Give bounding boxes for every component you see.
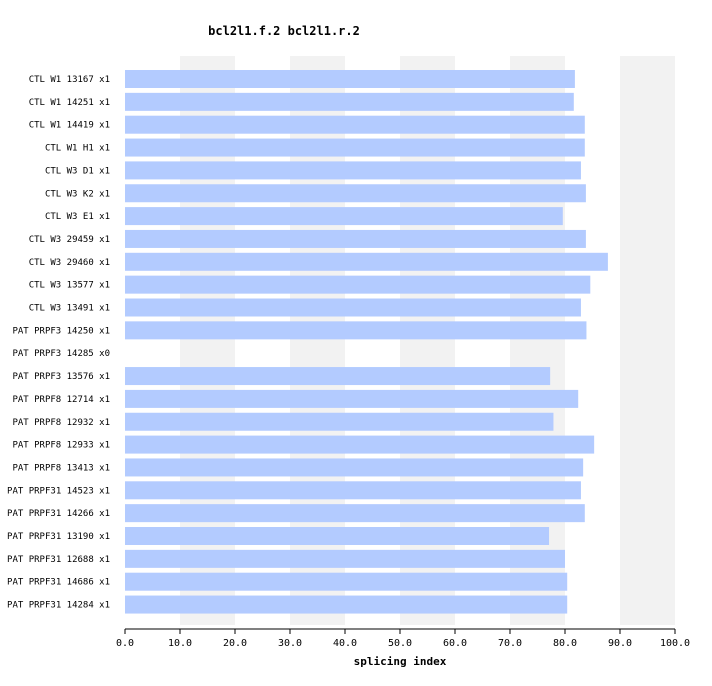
category-label: PAT PRPF8 12714 x1 xyxy=(12,395,110,405)
category-label: CTL W1 13167 x1 xyxy=(29,75,110,85)
bar xyxy=(125,595,568,614)
bar xyxy=(125,572,568,591)
category-label: PAT PRPF8 12932 x1 xyxy=(12,418,110,428)
category-label: CTL W3 29460 x1 xyxy=(29,258,110,268)
bar xyxy=(125,504,585,523)
bar xyxy=(125,435,595,454)
bar xyxy=(125,481,581,500)
bars xyxy=(125,70,608,614)
category-label: CTL W3 13577 x1 xyxy=(29,281,110,291)
bar xyxy=(125,252,608,271)
bar xyxy=(125,161,581,180)
x-ticks: 0.0 10.0 20.0 30.0 40.0 50.0 60.0 70.0 80.0 90.0 1… xyxy=(116,629,690,649)
x-tick-label: 20.0 xyxy=(223,638,247,649)
bar xyxy=(125,298,581,317)
category-label: PAT PRPF31 14266 x1 xyxy=(7,509,110,519)
category-label: PAT PRPF31 14284 x1 xyxy=(7,601,110,611)
bar xyxy=(125,70,575,88)
category-label: PAT PRPF31 13190 x1 xyxy=(7,532,110,542)
bar xyxy=(125,229,586,248)
bar xyxy=(125,184,586,203)
x-tick-label: 60.0 xyxy=(443,638,467,649)
category-label: PAT PRPF31 14686 x1 xyxy=(7,578,110,588)
x-tick-label: 0.0 xyxy=(116,638,134,649)
category-label: PAT PRPF3 14285 x0 xyxy=(12,349,110,359)
bar xyxy=(125,138,585,157)
category-label: CTL W3 E1 x1 xyxy=(45,212,110,222)
chart-title: bcl2l1.f.2 bcl2l1.r.2 xyxy=(208,24,360,38)
x-tick-label: 90.0 xyxy=(608,638,632,649)
bar xyxy=(125,92,574,111)
bar xyxy=(125,321,587,340)
x-tick-label: 100.0 xyxy=(660,638,690,649)
category-label: PAT PRPF3 14250 x1 xyxy=(12,326,110,336)
category-label: PAT PRPF8 12933 x1 xyxy=(12,441,110,451)
bar xyxy=(125,412,554,431)
bar xyxy=(125,527,550,545)
category-label: PAT PRPF31 12688 x1 xyxy=(7,555,110,565)
category-label: CTL W1 H1 x1 xyxy=(45,144,110,154)
bar xyxy=(125,367,551,386)
bar xyxy=(125,458,584,477)
category-label: CTL W3 29459 x1 xyxy=(29,235,110,245)
bar xyxy=(125,549,565,568)
category-label: CTL W3 D1 x1 xyxy=(45,166,110,176)
category-label: PAT PRPF3 13576 x1 xyxy=(12,372,110,382)
category-label: PAT PRPF8 13413 x1 xyxy=(12,463,110,473)
bar xyxy=(125,207,563,226)
category-labels: CTL W1 13167 x1 CTL W1 14251 x1 CTL W1 144… xyxy=(7,75,110,611)
bar xyxy=(125,275,591,294)
x-axis-label: splicing index xyxy=(354,655,447,668)
x-tick-label: 10.0 xyxy=(168,638,192,649)
grid-band xyxy=(620,56,675,625)
category-label: CTL W1 14419 x1 xyxy=(29,121,110,131)
category-label: PAT PRPF31 14523 x1 xyxy=(7,486,110,496)
x-tick-label: 30.0 xyxy=(278,638,302,649)
category-label: CTL W1 14251 x1 xyxy=(29,98,110,108)
category-label: CTL W3 K2 x1 xyxy=(45,189,110,199)
x-tick-label: 50.0 xyxy=(388,638,412,649)
bar xyxy=(125,389,579,408)
bar xyxy=(125,115,585,134)
x-tick-label: 80.0 xyxy=(553,638,577,649)
category-label: CTL W3 13491 x1 xyxy=(29,304,110,314)
x-tick-label: 70.0 xyxy=(498,638,522,649)
x-tick-label: 40.0 xyxy=(333,638,357,649)
